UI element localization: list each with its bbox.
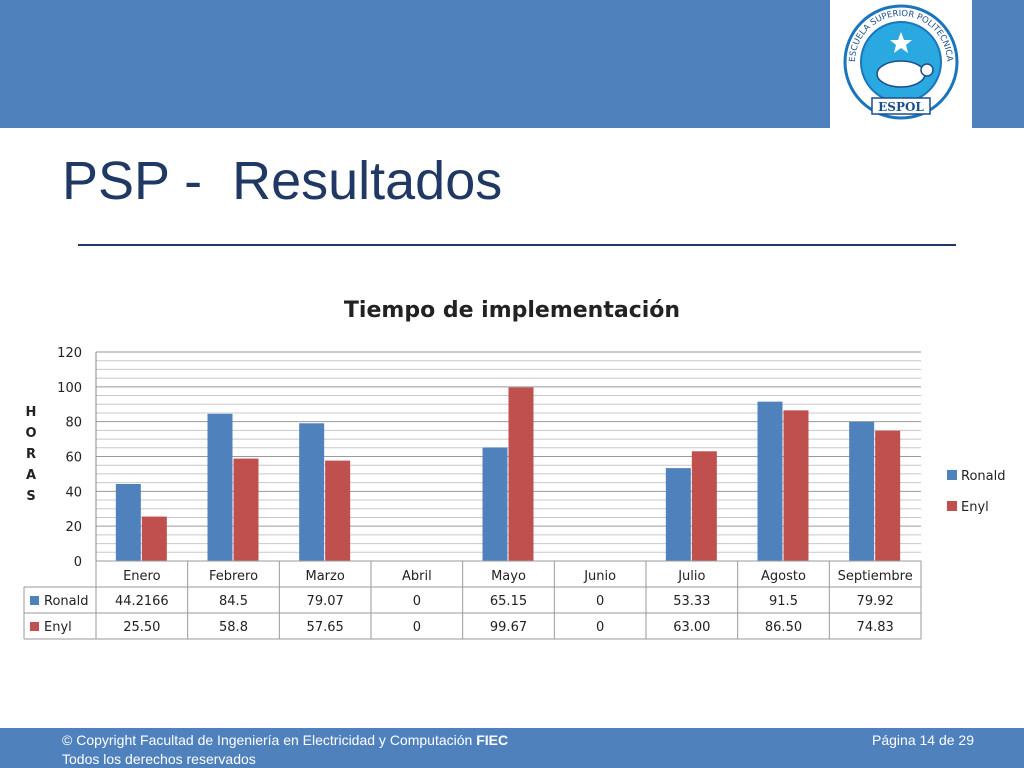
y-axis-label-letter: S	[26, 489, 35, 504]
data-label: 86.50	[765, 620, 802, 635]
x-tick-label: Mayo	[491, 569, 526, 584]
espol-logo: ESCUELA SUPERIOR POLITECNICA DEL LITORAL…	[826, 0, 972, 128]
data-label: 65.15	[490, 594, 527, 609]
y-tick-label: 120	[57, 346, 82, 361]
y-axis-label-letter: O	[25, 426, 36, 441]
footer-rights: Todos los derechos reservados	[62, 751, 256, 767]
legend-key-enyl	[947, 501, 957, 511]
table-key-ronald	[30, 596, 39, 605]
data-label: 25.50	[123, 620, 160, 635]
chart-title: Tiempo de implementación	[343, 298, 681, 323]
x-tick-label: Junio	[583, 569, 616, 584]
data-label: 57.65	[307, 620, 344, 635]
x-tick-label: Julio	[677, 569, 705, 584]
bar-ronald	[849, 421, 875, 561]
bar-ronald	[757, 401, 783, 561]
y-axis-label-letter: H	[26, 405, 37, 420]
y-tick-label: 60	[65, 451, 82, 466]
bar-ronald	[207, 413, 233, 561]
y-axis-label-letter: R	[26, 447, 36, 462]
data-label: 44.2166	[115, 594, 169, 609]
y-tick-label: 100	[57, 381, 82, 396]
footer-copyright-text: © Copyright Facultad de Ingeniería en El…	[62, 732, 477, 748]
y-tick-label: 20	[65, 520, 82, 535]
y-tick-label: 80	[65, 416, 82, 431]
bar-enyl	[783, 410, 809, 561]
data-label: 53.33	[673, 594, 710, 609]
x-tick-label: Febrero	[209, 569, 258, 584]
bar-enyl	[691, 451, 717, 561]
footer-band	[0, 728, 1024, 768]
data-label: 0	[596, 620, 604, 635]
bar-enyl	[141, 516, 167, 561]
table-series-name: Ronald	[44, 594, 88, 609]
data-label: 0	[413, 594, 421, 609]
x-tick-label: Marzo	[306, 569, 345, 584]
x-tick-label: Agosto	[761, 569, 806, 584]
table-key-enyl	[30, 622, 39, 631]
bar-ronald	[665, 468, 691, 561]
y-tick-label: 0	[74, 555, 82, 570]
data-label: 74.83	[857, 620, 894, 635]
legend-key-ronald	[947, 470, 957, 480]
table-series-name: Enyl	[44, 620, 72, 635]
y-tick-label: 40	[65, 485, 82, 500]
data-label: 84.5	[219, 594, 248, 609]
y-axis-label-letter: A	[26, 468, 36, 483]
data-label: 79.07	[307, 594, 344, 609]
legend-label: Enyl	[961, 500, 989, 515]
logo-banner-text: ESPOL	[878, 100, 924, 114]
bar-enyl	[233, 458, 259, 561]
espol-seal-icon: ESCUELA SUPERIOR POLITECNICA DEL LITORAL…	[826, 0, 959, 120]
data-label: 79.92	[857, 594, 894, 609]
data-label: 63.00	[673, 620, 710, 635]
slide-title: PSP - Resultados	[62, 151, 503, 211]
bar-ronald	[115, 483, 141, 561]
footer-page-number: Página 14 de 29	[872, 732, 974, 748]
legend-label: Ronald	[961, 469, 1005, 484]
bar-enyl	[325, 460, 351, 561]
data-label: 0	[596, 594, 604, 609]
bar-enyl	[875, 430, 901, 561]
x-tick-label: Abril	[402, 569, 432, 584]
bar-enyl	[508, 387, 534, 561]
footer-copyright: © Copyright Facultad de Ingeniería en El…	[62, 732, 508, 748]
x-tick-label: Septiembre	[838, 569, 913, 584]
data-label: 99.67	[490, 620, 527, 635]
bar-ronald	[482, 447, 508, 561]
data-label: 0	[413, 620, 421, 635]
x-tick-label: Enero	[123, 569, 161, 584]
bar-ronald	[299, 423, 325, 561]
footer-fiec: FIEC	[476, 732, 509, 748]
data-label: 58.8	[219, 620, 248, 635]
title-divider	[78, 244, 956, 246]
data-label: 91.5	[769, 594, 798, 609]
